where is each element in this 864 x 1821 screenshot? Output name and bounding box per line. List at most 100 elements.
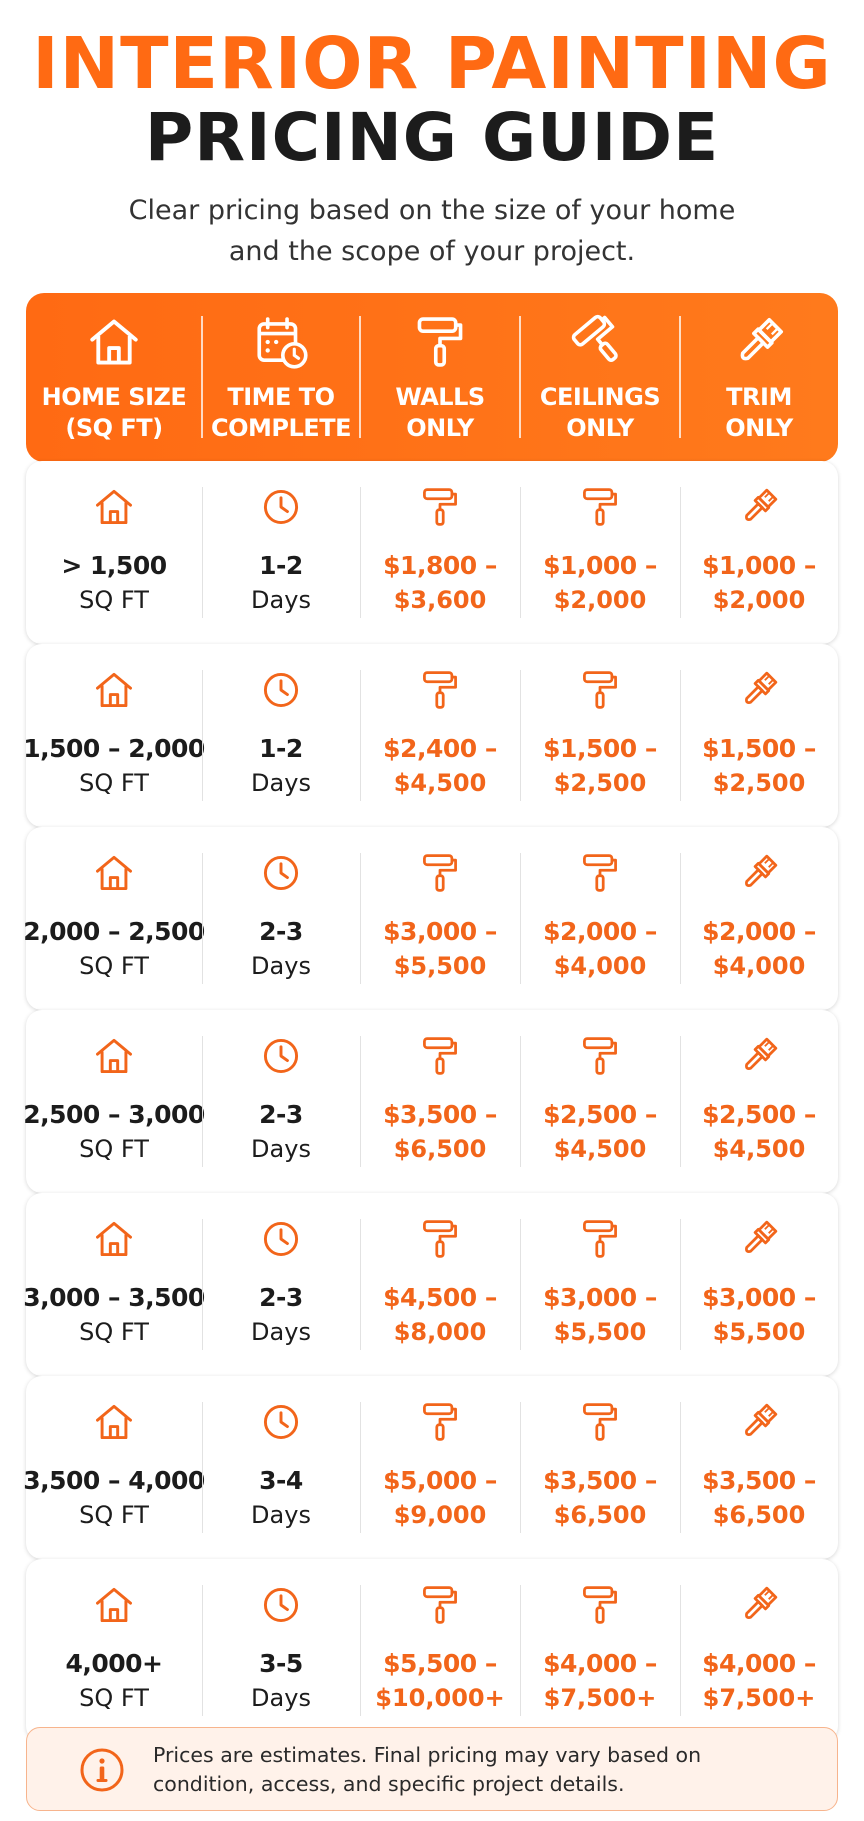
- ceilings-price-cell-line1: $3,500 –: [543, 1466, 657, 1495]
- walls-price-cell-line2: $4,500: [393, 769, 487, 797]
- row-divider: [360, 670, 361, 801]
- home-size-cell: 2,000 – 2,500 SQ FT: [23, 827, 205, 1010]
- header-col-2: WALLS ONLY: [360, 293, 520, 462]
- disclaimer-note: Prices are estimates. Final pricing may …: [26, 1727, 838, 1811]
- trim-price-cell: $2,500 – $4,500: [680, 1010, 838, 1193]
- page-title: INTERIOR PAINTING: [32, 22, 832, 105]
- house-icon: [90, 666, 138, 714]
- house-icon: [90, 1215, 138, 1263]
- ceilings-price-cell-line2: $5,500: [553, 1318, 647, 1346]
- time-cell-line2: Days: [251, 1684, 311, 1712]
- page-subtitle: Clear pricing based on the size of your …: [128, 195, 736, 267]
- row-divider: [680, 1219, 681, 1350]
- row-divider: [202, 1402, 203, 1533]
- row-divider: [360, 1036, 361, 1167]
- time-cell: 2-3 Days: [202, 1010, 360, 1193]
- header-divider: [679, 316, 681, 438]
- row-divider: [202, 1585, 203, 1716]
- home-size-cell-line1: > 1,500: [61, 551, 167, 580]
- paint-brush-icon: [735, 666, 783, 714]
- time-cell-line1: 1-2: [259, 551, 303, 580]
- paint-brush-icon: [728, 312, 790, 372]
- time-cell-line1: 3-4: [259, 1466, 303, 1495]
- walls-price-cell-line2: $9,000: [393, 1501, 487, 1529]
- paint-brush-icon: [735, 1398, 783, 1446]
- paint-roller-icon: [416, 849, 464, 897]
- trim-price-cell: $1,500 – $2,500: [680, 644, 838, 827]
- row-divider: [680, 853, 681, 984]
- paint-roller-icon: [576, 666, 624, 714]
- ceilings-price-cell-line1: $2,500 –: [543, 1100, 657, 1129]
- time-cell-line2: Days: [251, 1501, 311, 1529]
- home-size-cell-line1: 3,000 – 3,500: [23, 1283, 205, 1312]
- time-cell: 2-3 Days: [202, 1193, 360, 1376]
- row-divider: [202, 853, 203, 984]
- row-divider: [360, 1585, 361, 1716]
- walls-price-cell-line2: $10,000+: [375, 1684, 505, 1712]
- table-row: 2,000 – 2,500 SQ FT 2-3 Days $3,000 – $5,500 $…: [23, 827, 838, 1010]
- trim-price-cell: $4,000 – $7,500+: [680, 1559, 838, 1742]
- header-label: WALLS ONLY: [395, 383, 485, 442]
- walls-price-cell: $3,000 – $5,500: [360, 827, 520, 1010]
- walls-price-cell-line2: $3,600: [393, 586, 487, 614]
- time-cell: 2-3 Days: [202, 827, 360, 1010]
- walls-price-cell-line1: $2,400 –: [383, 734, 497, 763]
- paint-brush-icon: [735, 1581, 783, 1629]
- row-divider: [520, 1036, 521, 1167]
- ceilings-price-cell: $1,000 – $2,000: [520, 461, 680, 644]
- home-size-cell-line2: SQ FT: [79, 1501, 149, 1529]
- ceilings-price-cell-line2: $2,500: [553, 769, 647, 797]
- row-divider: [520, 853, 521, 984]
- ceilings-price-cell-line2: $7,500+: [543, 1684, 657, 1712]
- ceilings-price-cell-line1: $1,000 –: [543, 551, 657, 580]
- ceilings-price-cell-line2: $4,500: [553, 1135, 647, 1163]
- home-size-cell: 3,000 – 3,500 SQ FT: [23, 1193, 205, 1376]
- ceilings-price-cell: $1,500 – $2,500: [520, 644, 680, 827]
- paint-brush-icon: [735, 1032, 783, 1080]
- table-row: > 1,500 SQ FT 1-2 Days $1,800 – $3,600 $1,000 …: [26, 461, 838, 644]
- time-cell-line1: 3-5: [259, 1649, 303, 1678]
- home-size-cell: 1,500 – 2,000 SQ FT: [23, 644, 205, 827]
- header-col-3: CEILINGS ONLY: [520, 293, 680, 462]
- time-cell-line2: Days: [251, 952, 311, 980]
- row-divider: [360, 853, 361, 984]
- walls-price-cell-line2: $6,500: [393, 1135, 487, 1163]
- time-cell-line2: Days: [251, 1135, 311, 1163]
- trim-price-cell-line1: $1,500 –: [702, 734, 816, 763]
- home-size-cell-line2: SQ FT: [79, 769, 149, 797]
- header-col-4: TRIM ONLY: [680, 293, 838, 462]
- trim-price-cell-line2: $6,500: [712, 1501, 806, 1529]
- trim-price-cell: $3,500 – $6,500: [680, 1376, 838, 1559]
- row-divider: [680, 1585, 681, 1716]
- trim-price-cell-line2: $7,500+: [702, 1684, 816, 1712]
- row-divider: [520, 1585, 521, 1716]
- home-size-cell-line1: 2,000 – 2,500: [23, 917, 205, 946]
- row-divider: [520, 1219, 521, 1350]
- home-size-cell-line2: SQ FT: [79, 1684, 149, 1712]
- paint-roller-icon: [576, 1215, 624, 1263]
- walls-price-cell-line2: $5,500: [393, 952, 487, 980]
- home-size-cell: 4,000+ SQ FT: [26, 1559, 202, 1742]
- paint-roller-icon: [576, 1398, 624, 1446]
- row-divider: [202, 1036, 203, 1167]
- paint-roller-icon: [576, 483, 624, 531]
- home-size-cell-line1: 4,000+: [65, 1649, 163, 1678]
- trim-price-cell-line2: $4,500: [712, 1135, 806, 1163]
- clock-icon: [257, 1215, 305, 1263]
- paint-brush-icon: [735, 483, 783, 531]
- time-cell: 3-5 Days: [202, 1559, 360, 1742]
- row-divider: [360, 487, 361, 618]
- house-icon: [90, 1032, 138, 1080]
- trim-price-cell: $2,000 – $4,000: [680, 827, 838, 1010]
- trim-price-cell: $1,000 – $2,000: [680, 461, 838, 644]
- time-cell-line1: 2-3: [259, 1283, 303, 1312]
- ceilings-price-cell-line1: $3,000 –: [543, 1283, 657, 1312]
- header-label: CEILINGS ONLY: [539, 383, 661, 442]
- time-cell-line2: Days: [251, 1318, 311, 1346]
- page-title-secondary: PRICING GUIDE: [144, 99, 720, 176]
- ceilings-price-cell-line1: $4,000 –: [543, 1649, 657, 1678]
- row-divider: [520, 1402, 521, 1533]
- walls-price-cell: $5,000 – $9,000: [360, 1376, 520, 1559]
- header-label: TRIM ONLY: [725, 383, 793, 442]
- paint-roller-icon: [416, 1215, 464, 1263]
